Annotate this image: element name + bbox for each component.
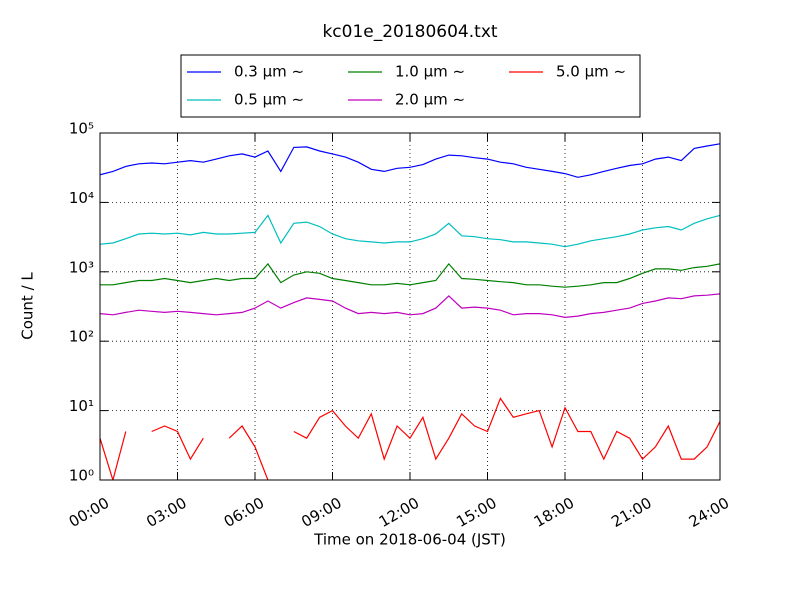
- x-tick-label: 12:00: [376, 494, 422, 531]
- x-tick-label: 15:00: [453, 494, 499, 531]
- x-tick-label: 21:00: [608, 494, 654, 531]
- y-axis-label: Count / L: [19, 272, 37, 340]
- legend-label: 2.0 μm ∼: [395, 91, 465, 109]
- legend-label: 0.3 μm ∼: [234, 63, 304, 81]
- x-tick-label: 06:00: [221, 494, 267, 531]
- x-tick-label: 18:00: [531, 494, 577, 531]
- x-tick-label: 09:00: [298, 494, 344, 531]
- x-tick-label: 00:00: [66, 494, 112, 531]
- data-line: [100, 143, 720, 178]
- x-tick-label: 24:00: [686, 494, 732, 531]
- legend-label: 0.5 μm ∼: [234, 91, 304, 109]
- chart-title: kc01e_20180604.txt: [322, 22, 497, 42]
- legend-label: 5.0 μm ∼: [556, 63, 626, 81]
- y-tick-label: 10²: [69, 328, 94, 346]
- data-line: [100, 214, 720, 248]
- plot-frame: [99, 132, 721, 481]
- y-tick-label: 10³: [69, 258, 94, 276]
- y-tick-label: 10⁴: [69, 189, 94, 207]
- x-axis-label: Time on 2018-06-04 (JST): [313, 531, 506, 549]
- legend-box: [180, 54, 641, 118]
- y-tick-label: 10⁰: [69, 467, 94, 485]
- y-tick-label: 10¹: [69, 397, 94, 415]
- legend-label: 1.0 μm ∼: [395, 63, 465, 81]
- y-tick-label: 10⁵: [69, 120, 94, 138]
- data-line: [100, 262, 720, 288]
- data-line: [100, 293, 720, 319]
- data-line: [100, 397, 720, 480]
- x-tick-label: 03:00: [143, 494, 189, 531]
